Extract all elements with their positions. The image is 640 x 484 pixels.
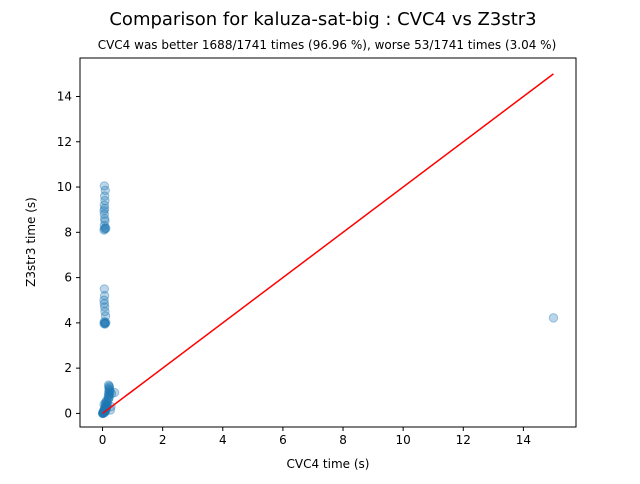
data-point bbox=[99, 209, 110, 219]
data-point bbox=[103, 395, 113, 405]
data-point bbox=[103, 391, 113, 402]
data-point bbox=[99, 191, 110, 201]
data-point bbox=[99, 298, 110, 309]
data-point bbox=[100, 311, 111, 321]
data-point bbox=[99, 181, 110, 191]
data-point bbox=[99, 220, 110, 231]
data-point bbox=[100, 306, 110, 317]
data-point bbox=[99, 214, 110, 224]
data-point bbox=[100, 401, 110, 411]
x-axis-label: CVC4 time (s) bbox=[287, 457, 370, 471]
data-point bbox=[99, 406, 109, 416]
data-point bbox=[99, 203, 110, 214]
data-point bbox=[100, 216, 110, 226]
data-point bbox=[104, 381, 114, 391]
data-point bbox=[100, 223, 110, 233]
data-point bbox=[109, 387, 120, 398]
data-point bbox=[101, 317, 111, 328]
data-point bbox=[101, 223, 111, 234]
y-tick-label: 10 bbox=[57, 180, 72, 194]
y-tick-label: 12 bbox=[57, 135, 72, 149]
data-point bbox=[104, 382, 115, 393]
data-point bbox=[101, 404, 111, 414]
y-tick-label: 14 bbox=[57, 89, 72, 103]
x-tick-label: 4 bbox=[219, 433, 227, 447]
data-point bbox=[106, 388, 117, 399]
data-point bbox=[104, 386, 114, 396]
data-point bbox=[99, 318, 110, 328]
data-point bbox=[103, 394, 114, 404]
data-point bbox=[98, 406, 109, 417]
data-point bbox=[104, 389, 115, 399]
data-point bbox=[99, 290, 110, 301]
y-tick-label: 0 bbox=[64, 406, 72, 420]
data-point bbox=[104, 383, 114, 394]
data-point bbox=[101, 397, 111, 407]
data-point bbox=[99, 225, 109, 235]
data-point bbox=[99, 224, 110, 234]
plot-frame bbox=[79, 57, 577, 428]
data-point bbox=[104, 392, 114, 403]
y-tick-label: 6 bbox=[64, 271, 72, 285]
x-tick-label: 2 bbox=[159, 433, 167, 447]
data-point bbox=[101, 400, 111, 410]
y-tick-label: 8 bbox=[64, 225, 72, 239]
reference-line-layer bbox=[102, 73, 554, 415]
x-tick-label: 12 bbox=[456, 433, 471, 447]
y-tick-label: 2 bbox=[64, 361, 72, 375]
data-point bbox=[100, 318, 110, 329]
data-point bbox=[99, 295, 109, 305]
data-point bbox=[105, 387, 115, 397]
x-tick-label: 0 bbox=[99, 433, 107, 447]
data-point bbox=[100, 319, 110, 329]
data-point bbox=[99, 284, 110, 294]
data-point bbox=[103, 380, 114, 390]
axes-layer: 0 2 4 6 8 10 12 14 0 2 4 6 8 10 12 14 bbox=[57, 57, 577, 447]
data-point bbox=[105, 384, 115, 395]
data-point bbox=[99, 317, 110, 327]
reference-line bbox=[102, 73, 554, 415]
chart-title: Comparison for kaluza-sat-big : CVC4 vs … bbox=[109, 9, 536, 30]
data-point bbox=[99, 206, 109, 216]
data-point bbox=[101, 396, 112, 406]
data-point bbox=[99, 302, 110, 312]
data-point bbox=[548, 313, 559, 323]
x-tick-label: 14 bbox=[516, 433, 531, 447]
data-point bbox=[103, 388, 114, 398]
x-tick-label: 6 bbox=[279, 433, 287, 447]
y-tick-label: 4 bbox=[64, 316, 72, 330]
data-point bbox=[102, 398, 113, 408]
data-point bbox=[100, 399, 111, 409]
x-tick-label: 10 bbox=[396, 433, 411, 447]
points-layer bbox=[97, 181, 559, 419]
data-point bbox=[101, 404, 111, 415]
data-point bbox=[100, 195, 110, 206]
y-axis-label: Z3str3 time (s) bbox=[24, 197, 38, 287]
data-point bbox=[99, 200, 110, 210]
data-point bbox=[104, 390, 114, 401]
x-tick-label: 8 bbox=[339, 433, 347, 447]
data-point bbox=[100, 185, 110, 196]
data-point bbox=[99, 318, 109, 329]
data-point bbox=[99, 399, 109, 410]
chart-subtitle: CVC4 was better 1688/1741 times (96.96 %… bbox=[98, 38, 557, 52]
